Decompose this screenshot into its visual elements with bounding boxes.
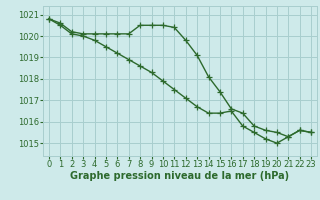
X-axis label: Graphe pression niveau de la mer (hPa): Graphe pression niveau de la mer (hPa) bbox=[70, 171, 290, 181]
